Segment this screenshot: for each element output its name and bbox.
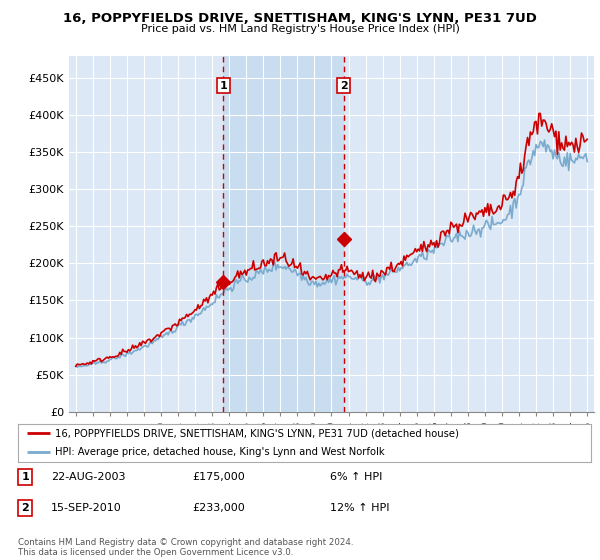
Text: 6% ↑ HPI: 6% ↑ HPI (330, 472, 382, 482)
Text: 12% ↑ HPI: 12% ↑ HPI (330, 503, 389, 513)
Bar (223, 56, 344, 412)
Text: Price paid vs. HM Land Registry's House Price Index (HPI): Price paid vs. HM Land Registry's House … (140, 24, 460, 34)
Text: £175,000: £175,000 (192, 472, 245, 482)
Text: 1: 1 (220, 81, 227, 91)
Text: 16, POPPYFIELDS DRIVE, SNETTISHAM, KING'S LYNN, PE31 7UD: 16, POPPYFIELDS DRIVE, SNETTISHAM, KING'… (63, 12, 537, 25)
Text: Contains HM Land Registry data © Crown copyright and database right 2024.
This d: Contains HM Land Registry data © Crown c… (18, 538, 353, 557)
Text: £233,000: £233,000 (192, 503, 245, 513)
Text: 22-AUG-2003: 22-AUG-2003 (51, 472, 125, 482)
Text: 2: 2 (340, 81, 347, 91)
Text: 16, POPPYFIELDS DRIVE, SNETTISHAM, KING'S LYNN, PE31 7UD (detached house): 16, POPPYFIELDS DRIVE, SNETTISHAM, KING'… (55, 428, 459, 438)
Text: 1: 1 (22, 472, 29, 482)
Text: 2: 2 (22, 503, 29, 513)
Text: 15-SEP-2010: 15-SEP-2010 (51, 503, 122, 513)
Text: HPI: Average price, detached house, King's Lynn and West Norfolk: HPI: Average price, detached house, King… (55, 447, 385, 458)
